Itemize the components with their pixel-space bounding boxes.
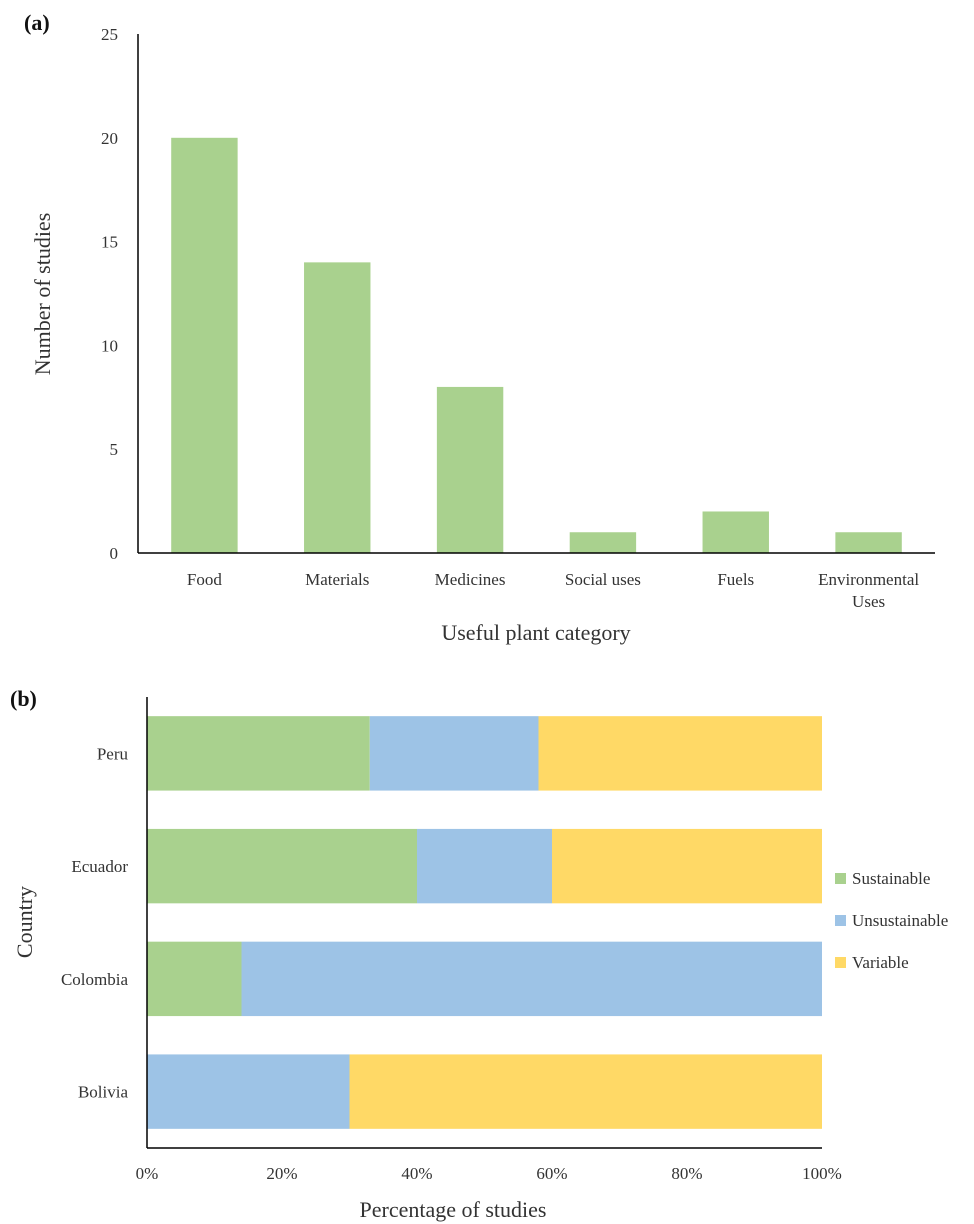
bar [304, 262, 371, 553]
panel-a-y-ticks: 0 5 10 15 20 25 [101, 25, 118, 563]
x-tick-label: 0% [136, 1164, 159, 1183]
bar-segment [147, 828, 417, 904]
bar [569, 532, 637, 553]
panel-b-label: (b) [10, 686, 37, 711]
bar-segment [147, 941, 242, 1017]
x-tick-label: 100% [802, 1164, 842, 1183]
x-tick-label: Materials [305, 570, 369, 589]
y-tick-label: 5 [110, 440, 119, 459]
bar [436, 386, 504, 553]
x-tick-label: Social uses [565, 570, 641, 589]
x-tick-label: 80% [671, 1164, 702, 1183]
bar [835, 532, 902, 553]
panel-a-x-ticks: Food Materials Medicines Social uses Fuels En… [187, 570, 919, 611]
bar [702, 511, 769, 553]
y-tick-label: Ecuador [71, 857, 128, 876]
bar-segment [369, 716, 539, 791]
panel-b-x-title: Percentage of studies [360, 1197, 547, 1222]
x-tick-label: Environmental [818, 570, 919, 589]
panel-b: (b) Peru Ecuador Colombia Bolivia 0% 20% 40% 6… [10, 686, 948, 1222]
x-tick-label: Medicines [435, 570, 506, 589]
legend-label: Sustainable [852, 869, 930, 888]
legend-label: Unsustainable [852, 911, 948, 930]
bar-segment [147, 716, 370, 791]
y-tick-label: 0 [110, 544, 119, 563]
y-tick-label: 10 [101, 336, 118, 355]
x-tick-label: Food [187, 570, 222, 589]
y-tick-label: 25 [101, 25, 118, 44]
panel-a-label: (a) [24, 10, 50, 35]
panel-b-y-ticks: Peru Ecuador Colombia Bolivia [61, 744, 129, 1101]
bar-segment [349, 1054, 822, 1129]
panel-b-bars [147, 716, 822, 1129]
panel-b-y-title: Country [12, 886, 37, 958]
panel-b-legend: Sustainable Unsustainable Variable [835, 869, 948, 972]
x-tick-label: 40% [401, 1164, 432, 1183]
bar-segment [552, 828, 822, 904]
bar [171, 137, 238, 554]
bar-segment [241, 941, 822, 1017]
bar-segment [147, 1054, 350, 1129]
legend-swatch [835, 957, 846, 968]
bar-segment [538, 716, 822, 791]
y-tick-label: Colombia [61, 970, 129, 989]
legend-label: Variable [852, 953, 909, 972]
y-tick-label: Bolivia [78, 1083, 129, 1102]
panel-a-y-title: Number of studies [30, 213, 55, 376]
panel-a-x-title: Useful plant category [441, 620, 630, 645]
bar-segment [417, 828, 552, 904]
panel-a: (a) 0 5 10 15 20 25 Food Materials Medicines Soc… [24, 10, 935, 645]
y-tick-label: 15 [101, 233, 118, 252]
x-tick-label: 20% [266, 1164, 297, 1183]
panel-a-bars [171, 137, 902, 554]
x-tick-label: Fuels [717, 570, 754, 589]
legend-swatch [835, 915, 846, 926]
x-tick-label: Uses [852, 592, 885, 611]
legend-swatch [835, 873, 846, 884]
panel-b-x-ticks: 0% 20% 40% 60% 80% 100% [136, 1164, 842, 1183]
x-tick-label: 60% [536, 1164, 567, 1183]
y-tick-label: Peru [97, 744, 129, 763]
y-tick-label: 20 [101, 129, 118, 148]
